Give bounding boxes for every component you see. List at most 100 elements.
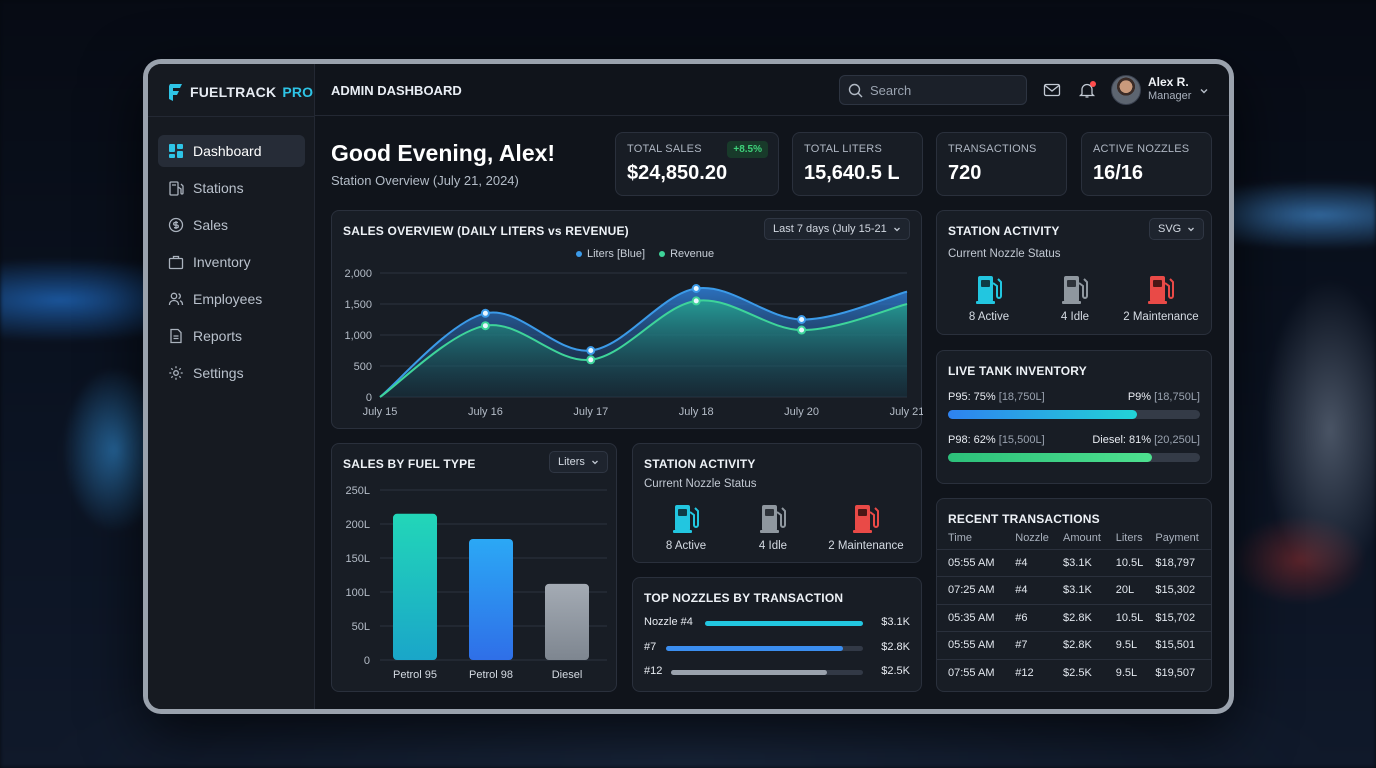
user-menu[interactable]: Alex R. Manager	[1148, 75, 1191, 102]
station-icon	[169, 181, 184, 196]
bar-petrol-98	[469, 538, 513, 660]
chevron-down-icon	[1188, 227, 1195, 232]
y-tick-label: 250L	[346, 485, 370, 497]
kpi-value: 720	[948, 162, 982, 184]
search-box[interactable]	[839, 75, 1027, 105]
sidebar: FUELTRACK PRO Dashboard Stations	[148, 64, 315, 709]
mail-button[interactable]	[1043, 81, 1061, 99]
station-select[interactable]: SVG	[1149, 218, 1205, 240]
table-row[interactable]: 07:25 AM #4 $3.1K 20L $15,302	[937, 576, 1211, 604]
avatar[interactable]	[1111, 75, 1141, 105]
x-tick-label: July 21	[890, 406, 923, 418]
mail-icon	[1043, 83, 1061, 97]
greeting-title: Good Evening, Alex!	[331, 140, 556, 166]
cell-time: 07:25 AM	[937, 576, 1010, 604]
table-row[interactable]: 07:55 AM #12 $2.5K 9.5L $19,507	[937, 658, 1211, 687]
data-point	[797, 315, 807, 324]
unit-select[interactable]: Liters	[549, 451, 608, 473]
nozzle-value: $3.1K	[881, 616, 910, 628]
sidebar-nav: Dashboard Stations Sales Inventory	[158, 135, 305, 394]
legend-item-revenue[interactable]: Revenue	[659, 248, 714, 260]
monitor-frame: FUELTRACK PRO Dashboard Stations	[143, 59, 1234, 714]
card-title: SALES OVERVIEW (DAILY LITERS vs REVENUE)	[343, 224, 629, 238]
chevron-down-icon[interactable]	[1199, 86, 1209, 96]
column-header-amount[interactable]: Amount	[1063, 531, 1101, 544]
notifications-button[interactable]	[1078, 81, 1096, 99]
sidebar-item-label: Stations	[193, 180, 244, 196]
app-name-accent: PRO	[282, 84, 314, 100]
cell-time: 07:55 AM	[937, 658, 1010, 687]
card-subtitle: Current Nozzle Status	[644, 478, 757, 490]
data-point	[586, 346, 596, 355]
data-point	[691, 296, 701, 306]
nozzle-row[interactable]: Nozzle #4 $3.1K	[644, 616, 910, 630]
nozzle-status-idle[interactable]: 4 Idle	[743, 502, 803, 552]
sidebar-item-sales[interactable]: Sales	[158, 209, 305, 241]
sidebar-item-stations[interactable]: Stations	[158, 172, 305, 204]
topbar: ADMIN DASHBOARD Alex R.	[315, 64, 1229, 116]
search-input[interactable]	[870, 82, 1010, 98]
cell-liters: 9.5L	[1111, 631, 1152, 659]
cell-amount: $3.1K	[1059, 548, 1112, 577]
x-tick-label: Diesel	[552, 669, 583, 681]
series-line-liters	[379, 287, 908, 398]
date-range-select[interactable]: Last 7 days (July 15-21	[764, 218, 910, 240]
table-row[interactable]: 05:55 AM #7 $2.8K 9.5L $15,501	[937, 631, 1211, 659]
nozzle-status-active[interactable]: 8 Active	[655, 502, 717, 552]
sidebar-item-label: Sales	[193, 217, 229, 233]
sidebar-item-employees[interactable]: Employees	[158, 283, 305, 315]
kpi-value: $24,850.20	[627, 162, 728, 184]
kpi-label: TRANSACTIONS	[948, 143, 1037, 155]
notification-dot	[1090, 81, 1096, 87]
nozzle-bar-track	[666, 646, 863, 651]
bar-petrol-95	[393, 513, 437, 660]
column-header-time[interactable]: Time	[948, 531, 973, 544]
nozzle-status-label: 2 Maintenance	[1123, 311, 1199, 323]
x-tick-label: Petrol 95	[393, 669, 437, 681]
table-row[interactable]: 05:35 AM #6 $2.8K 10.5L $15,702	[937, 603, 1211, 632]
column-header-liters[interactable]: Liters	[1115, 531, 1143, 544]
table-header-row: Time Nozzle Amount Liters Payment	[937, 527, 1211, 549]
nozzle-label: #12	[644, 665, 663, 677]
nozzle-row[interactable]: #12 $2.5K	[644, 665, 910, 679]
greeting: Good Evening, Alex! Station Overview (Ju…	[331, 140, 555, 188]
y-tick-label: 0	[364, 655, 370, 667]
tank-label-p95: P95: 75%	[948, 391, 996, 403]
nozzle-status-maintenance[interactable]: 2 Maintenance	[821, 502, 911, 552]
nozzle-status-maintenance[interactable]: 2 Maintenance	[1116, 273, 1206, 323]
status-badge: +8.5%	[727, 141, 768, 158]
cell-payment: $15,702	[1151, 603, 1211, 632]
sidebar-item-settings[interactable]: Settings	[158, 357, 305, 389]
y-tick-label: 1,500	[344, 299, 372, 311]
top-nozzles-card: TOP NOZZLES BY TRANSACTION Nozzle #4 $3.…	[632, 577, 922, 692]
nozzle-bar-fill	[666, 646, 844, 651]
nozzle-bar-track	[671, 670, 863, 675]
column-header-nozzle[interactable]: Nozzle	[1015, 531, 1049, 544]
dashboard-icon	[169, 144, 183, 158]
kpi-total-liters[interactable]: TOTAL LITERS 15,640.5 L	[792, 132, 923, 196]
table-row[interactable]: 05:55 AM #4 $3.1K 10.5L $18,797	[937, 548, 1211, 577]
nozzle-row[interactable]: #7 $2.8K	[644, 641, 910, 655]
legend-item-liters[interactable]: Liters [Blue]	[576, 248, 645, 260]
nozzle-status-active[interactable]: 8 Active	[959, 273, 1019, 323]
nozzle-status-label: 8 Active	[968, 311, 1010, 323]
dollar-icon	[168, 217, 184, 233]
cell-time: 05:55 AM	[937, 631, 1010, 659]
x-tick-label: Petrol 98	[469, 669, 513, 681]
station-activity-card: STATION ACTIVITY SVG Current Nozzle Stat…	[936, 210, 1212, 335]
app-logo[interactable]: FUELTRACK PRO	[167, 82, 313, 102]
kpi-total-sales[interactable]: TOTAL SALES +8.5% $24,850.20	[615, 132, 779, 196]
sidebar-item-dashboard[interactable]: Dashboard	[158, 135, 305, 167]
column-header-payment[interactable]: Payment	[1155, 531, 1199, 544]
cell-liters: 10.5L	[1111, 603, 1152, 632]
sidebar-item-reports[interactable]: Reports	[158, 320, 305, 352]
nozzle-label: Nozzle #4	[644, 616, 693, 628]
sidebar-item-inventory[interactable]: Inventory	[158, 246, 305, 278]
data-point	[480, 321, 490, 331]
kpi-transactions[interactable]: TRANSACTIONS 720	[936, 132, 1067, 196]
kpi-active-nozzles[interactable]: ACTIVE NOZZLES 16/16	[1081, 132, 1212, 196]
nozzle-status-idle[interactable]: 4 Idle	[1045, 273, 1105, 323]
tank-capacity-diesel: [20,250L]	[1151, 434, 1200, 446]
card-title: LIVE TANK INVENTORY	[948, 364, 1087, 378]
sales-overview-card: SALES OVERVIEW (DAILY LITERS vs REVENUE)…	[331, 210, 923, 429]
